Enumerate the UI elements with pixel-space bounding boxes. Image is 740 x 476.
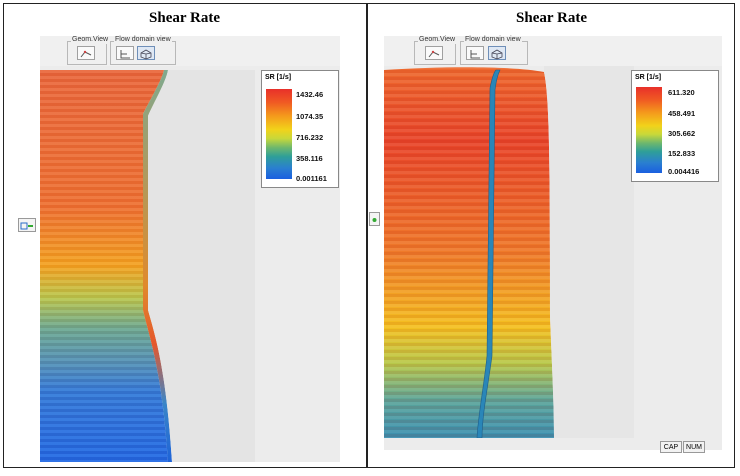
- left-flow-domain-render: [40, 70, 255, 462]
- left-legend-tick-1: 1432.46: [296, 90, 324, 99]
- right-wall-seam: [476, 69, 501, 438]
- left-surface-bands: [40, 70, 168, 462]
- left-legend-tick-5: 0.001161: [296, 174, 327, 183]
- right-side-tool-icon[interactable]: [369, 212, 380, 226]
- left-legend-tick-2: 1074.35: [296, 112, 324, 121]
- right-legend-colorbar: [636, 87, 662, 173]
- right-geom-view-label: Geom.View: [418, 36, 457, 44]
- panel-divider: [366, 3, 368, 468]
- status-num: NUM: [683, 441, 705, 453]
- left-legend: SR [1/s] 1432.46 1074.35 716.232 358.116…: [261, 70, 339, 188]
- left-flow-domain-label: Flow domain view: [114, 36, 172, 44]
- right-flow-domain-label: Flow domain view: [464, 36, 522, 44]
- left-toolbar: Geom.View Flow domain view: [40, 36, 340, 66]
- left-legend-colorbar: [266, 89, 292, 179]
- right-background-region: [544, 66, 634, 438]
- left-legend-tick-3: 716.232: [296, 133, 324, 142]
- right-panel-title: Shear Rate: [516, 10, 587, 26]
- right-surface-bands: [384, 67, 554, 438]
- right-legend-tick-4: 152.833: [668, 149, 696, 158]
- left-wall-edge: [143, 70, 172, 462]
- right-geom-view-icon[interactable]: [425, 46, 443, 60]
- right-plane-view-icon[interactable]: [466, 46, 484, 60]
- right-legend-tick-2: 458.491: [668, 109, 696, 118]
- left-legend-tick-4: 358.116: [296, 154, 323, 163]
- right-3d-view-icon[interactable]: [488, 46, 506, 60]
- left-flow-domain-group: Flow domain view: [110, 36, 176, 65]
- right-legend-tick-5: 0.004416: [668, 167, 700, 176]
- right-legend: SR [1/s] 611.320 458.491 305.662 152.833…: [631, 70, 719, 182]
- left-side-tool-icon[interactable]: [18, 218, 36, 232]
- right-geom-view-group: Geom.View: [414, 36, 457, 65]
- right-toolbar: Geom.View Flow domain view: [384, 36, 722, 66]
- right-legend-tick-3: 305.662: [668, 129, 696, 138]
- left-geom-view-label: Geom.View: [71, 36, 110, 44]
- status-cap: CAP: [660, 441, 682, 453]
- left-3d-view-icon[interactable]: [137, 46, 155, 60]
- figure-frame: [3, 3, 735, 468]
- left-panel-title: Shear Rate: [149, 10, 220, 26]
- right-flow-domain-group: Flow domain view: [460, 36, 528, 65]
- right-legend-tick-1: 611.320: [668, 88, 695, 97]
- right-flow-domain-render: [384, 66, 634, 438]
- right-legend-title: SR [1/s]: [635, 74, 662, 81]
- left-legend-title: SR [1/s]: [265, 74, 292, 81]
- left-plane-view-icon[interactable]: [116, 46, 134, 60]
- left-background-region: [148, 70, 255, 462]
- left-geom-view-icon[interactable]: [77, 46, 95, 60]
- left-geom-view-group: Geom.View: [67, 36, 110, 65]
